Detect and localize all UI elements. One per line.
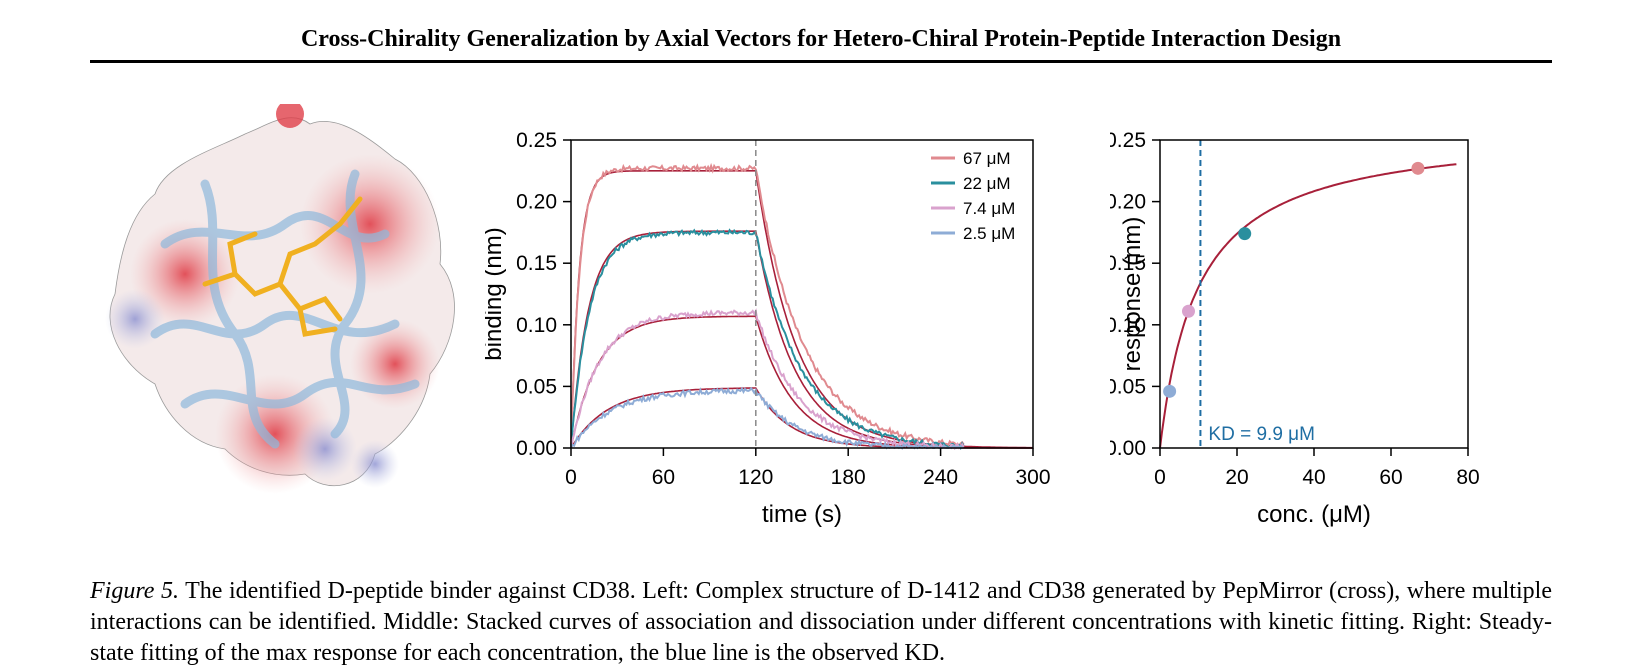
- x-tick-label: 300: [1015, 466, 1050, 489]
- x-tick-label: 0: [565, 466, 577, 489]
- plot-frame: [1159, 139, 1469, 449]
- series-line: [570, 228, 965, 451]
- paper-header-title: Cross-Chirality Generalization by Axial …: [300, 26, 1342, 52]
- x-tick-label: 180: [831, 466, 866, 489]
- x-tick-label: 60: [652, 466, 675, 489]
- x-tick-label: 0: [1154, 466, 1166, 489]
- legend-label: 2.5 μM: [963, 224, 1015, 243]
- y-tick-label: 0.00: [516, 437, 557, 460]
- protein-complex-image: [105, 104, 455, 494]
- series-line: [570, 308, 965, 451]
- y-tick-label: 0.20: [516, 191, 557, 214]
- y-tick-label: 0.20: [1110, 191, 1146, 214]
- figure-caption: Figure 5. The identified D-peptide binde…: [90, 576, 1552, 669]
- y-tick-label: 0.10: [1110, 314, 1146, 337]
- y-tick-label: 0.05: [1110, 375, 1146, 398]
- x-tick-label: 40: [1302, 466, 1325, 489]
- y-tick-label: 0.00: [1110, 437, 1146, 460]
- legend-label: 67 μM: [963, 149, 1011, 168]
- y-tick-label: 0.10: [516, 314, 557, 337]
- data-point: [1411, 161, 1425, 175]
- plot-frame: [570, 139, 1034, 449]
- figure-label: Figure 5.: [90, 578, 179, 604]
- legend: 67 μM 22 μM 7.4 μM 2.5 μM: [931, 149, 1015, 243]
- legend-label: 22 μM: [963, 174, 1011, 193]
- x-axis-label: time (s): [762, 501, 842, 528]
- y-tick-label: 0.15: [1110, 252, 1146, 275]
- fit-line: [1159, 163, 1457, 449]
- y-tick-label: 0.05: [516, 375, 557, 398]
- y-axis-label: response (nm): [1119, 217, 1146, 372]
- steady-state-chart: KD = 9.9 μM 0 20 40 60 80 0.00 0.05 0.10 0.15 0.2…: [1110, 130, 1480, 528]
- x-tick-label: 120: [738, 466, 773, 489]
- x-tick-label: 240: [923, 466, 958, 489]
- data-point: [1181, 304, 1195, 318]
- legend-label: 7.4 μM: [963, 199, 1015, 218]
- data-point: [1163, 384, 1177, 398]
- y-axis-label: binding (nm): [485, 227, 507, 360]
- kd-label: KD = 9.9 μM: [1208, 424, 1315, 445]
- kinetics-chart: 0 60 120 180 240 3000.000.050.100.150.200.25 …: [485, 130, 1051, 528]
- protein-ribbon: [150, 169, 420, 449]
- x-tick-label: 80: [1456, 466, 1479, 489]
- data-point: [1238, 227, 1252, 241]
- caption-text: The identified D-peptide binder against …: [90, 578, 1552, 666]
- series-line: [570, 162, 965, 448]
- y-tick-label: 0.25: [516, 130, 557, 152]
- x-tick-label: 60: [1379, 466, 1402, 489]
- x-tick-label: 20: [1225, 466, 1248, 489]
- x-axis-label: conc. (μM): [1257, 501, 1371, 528]
- peptide-sticks: [202, 196, 363, 337]
- fit-line: [570, 387, 1033, 449]
- y-tick-label: 0.25: [1110, 130, 1146, 152]
- header-rule: [90, 60, 1552, 63]
- series-line: [570, 386, 964, 450]
- fit-line: [570, 230, 1033, 449]
- y-tick-label: 0.15: [516, 252, 557, 275]
